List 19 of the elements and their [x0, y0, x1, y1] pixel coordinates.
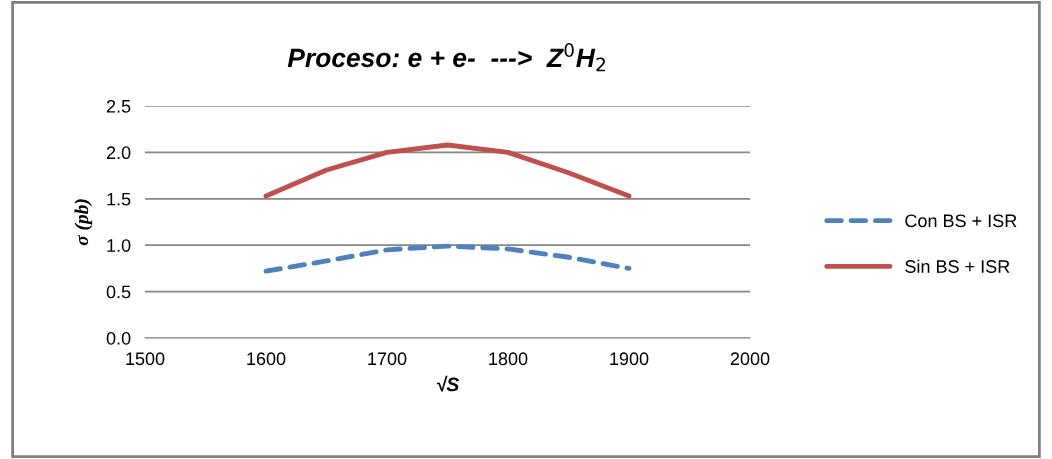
- x-tick-label: 1700: [368, 352, 407, 366]
- legend-label: Con BS + ISR: [905, 214, 1017, 228]
- x-axis-title: √S: [436, 375, 460, 392]
- y-tick-label: 2.5: [106, 99, 131, 113]
- y-tick-label: 0.0: [106, 331, 131, 345]
- x-tick-label: 1800: [489, 352, 528, 366]
- x-tick-label: 1900: [610, 352, 649, 366]
- y-tick-label: 1.0: [107, 239, 131, 252]
- line-series: [263, 243, 632, 274]
- y-tick-label: 2.0: [106, 146, 131, 160]
- x-tick-label: 2000: [730, 352, 770, 366]
- legend-label: Sin BS + ISR: [905, 259, 1010, 273]
- y-axis-title: σ (pb): [74, 199, 93, 246]
- y-tick-label: 0.5: [106, 285, 131, 299]
- line-series: [263, 142, 632, 199]
- chart-title: Proceso: e + e- ---> Z$^{0}$H$_{2}$: [287, 43, 605, 72]
- x-tick-label: 1500: [126, 352, 165, 366]
- x-tick-label: 1600: [247, 352, 286, 366]
- y-tick-label: 1.5: [107, 192, 131, 206]
